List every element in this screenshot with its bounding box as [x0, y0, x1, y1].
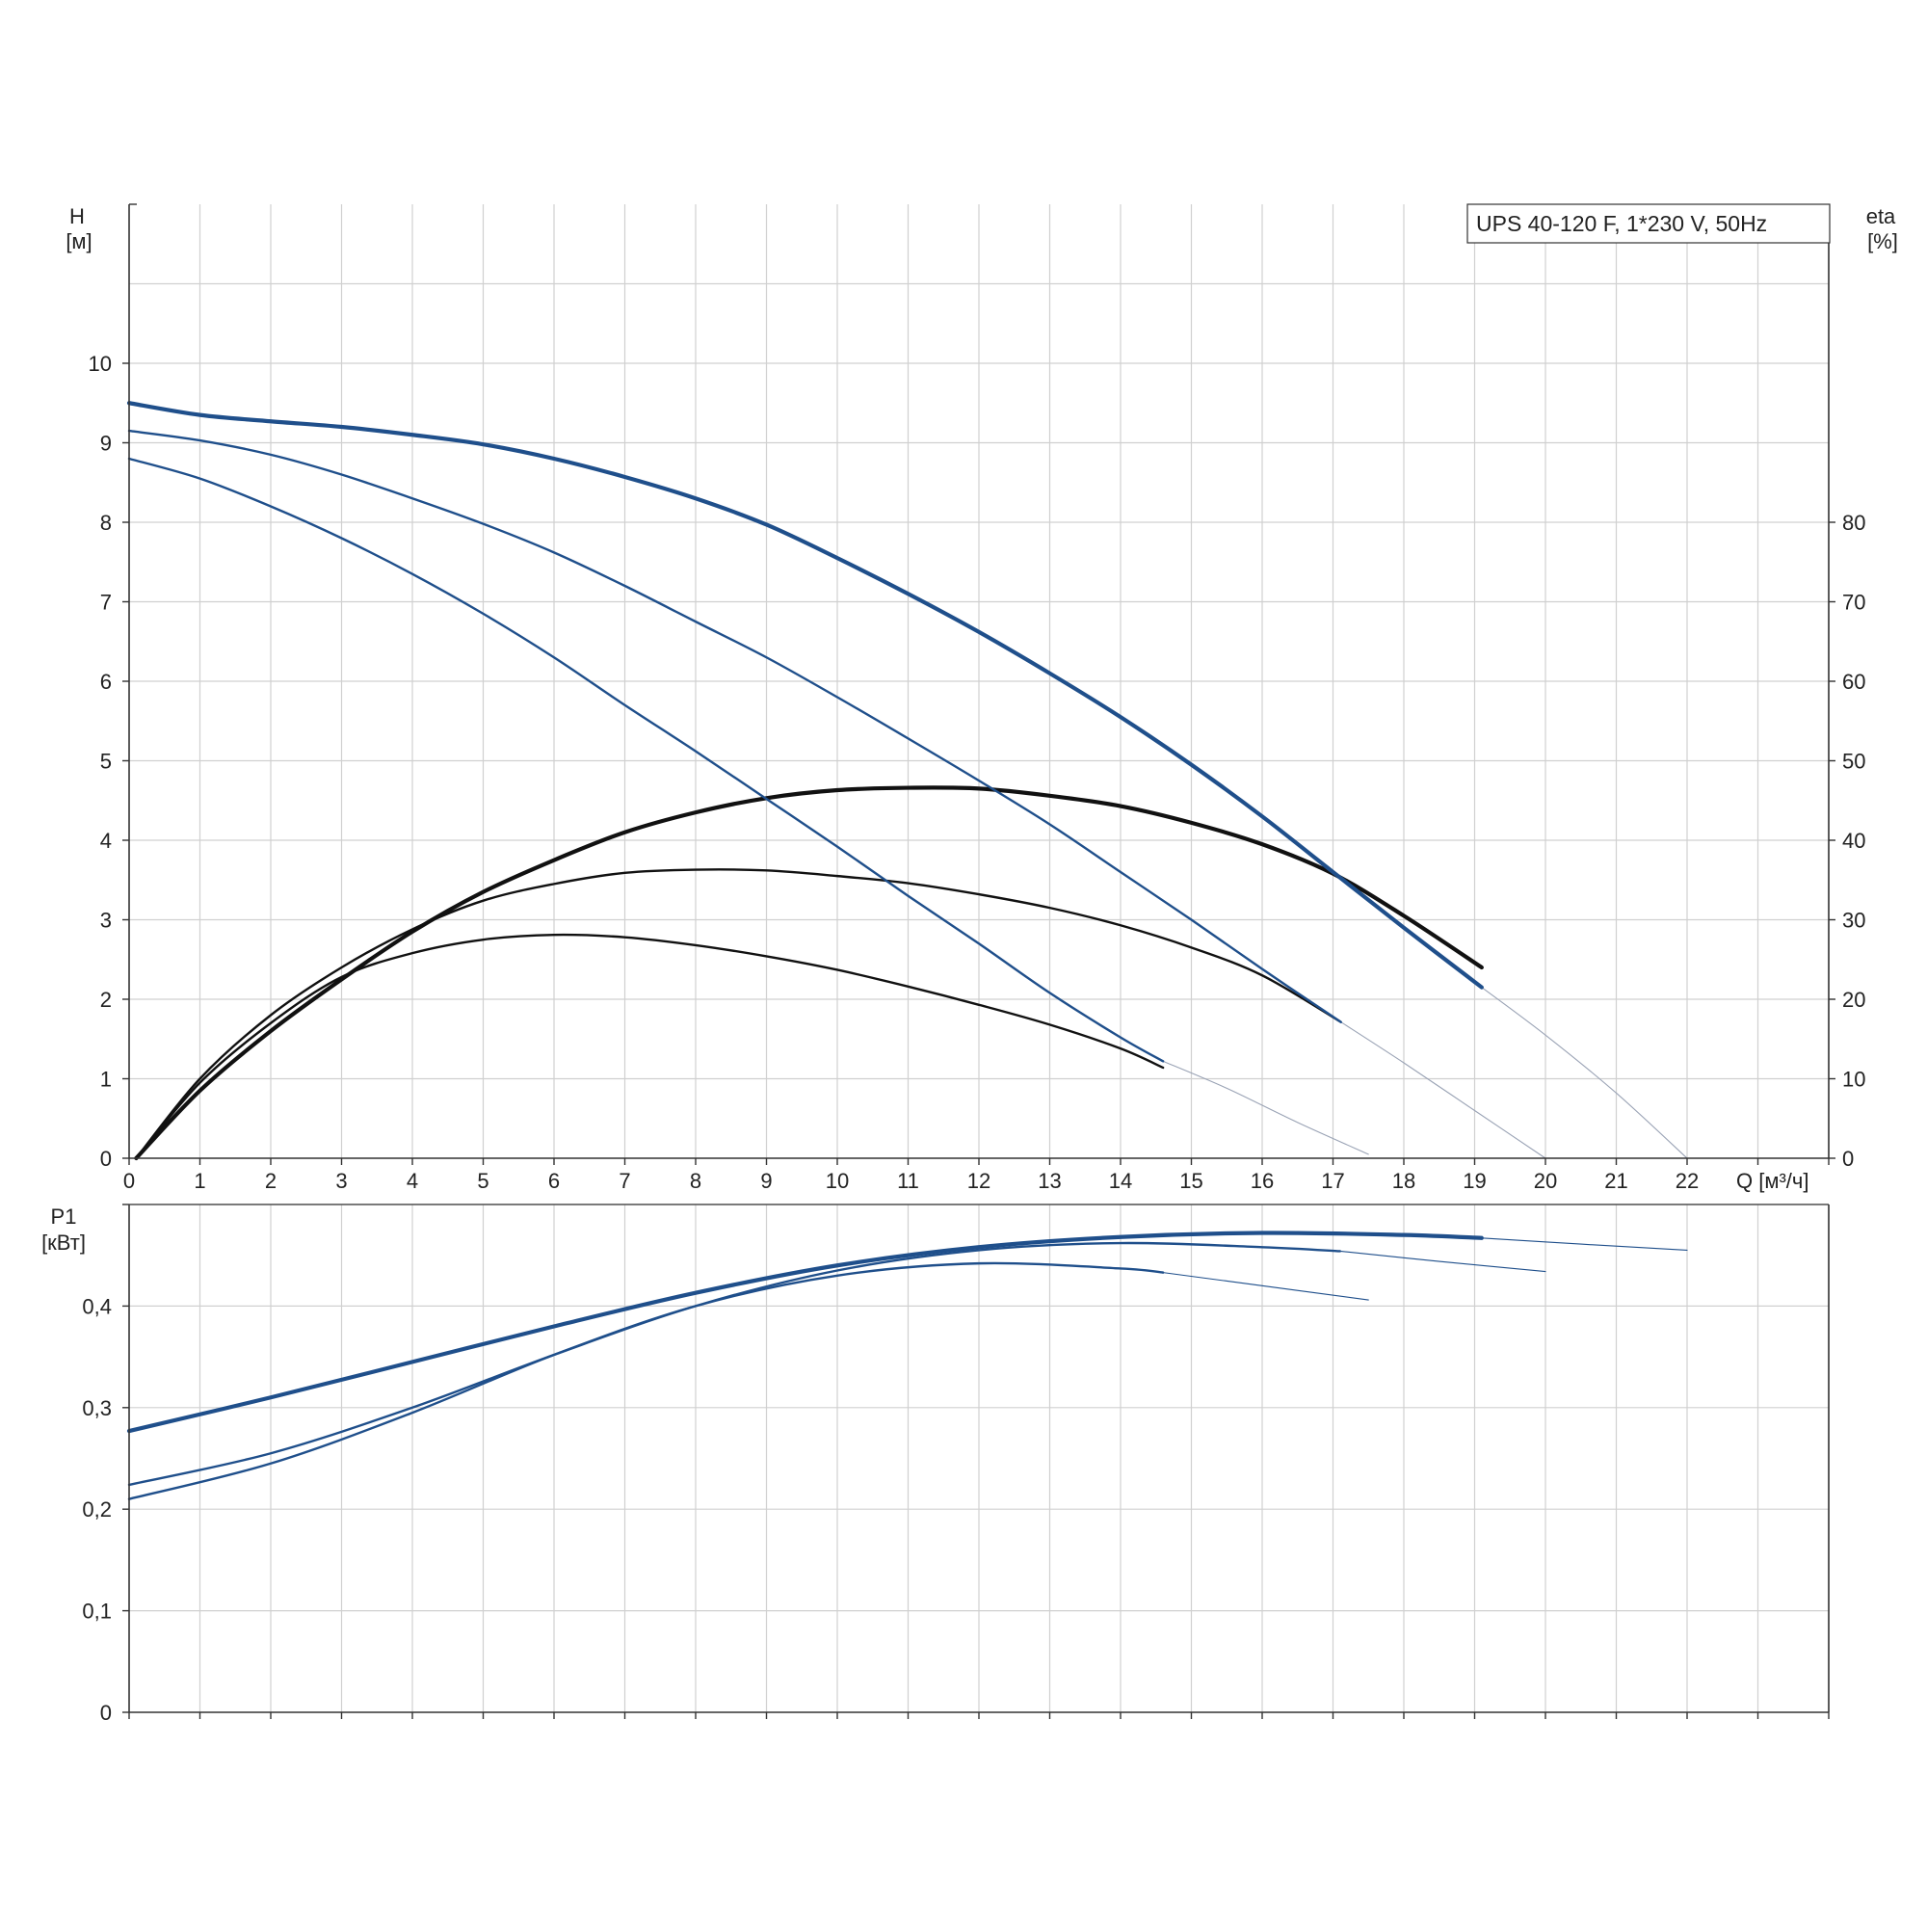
y-tick-label: 2 [100, 988, 112, 1012]
head-curve-extension [1481, 987, 1688, 1159]
head-curve [126, 401, 1484, 990]
y-tick-label: 3 [100, 909, 112, 933]
x-tick-label: 15 [1179, 1169, 1202, 1193]
head-efficiency-curves [126, 401, 1688, 1161]
x-tick-label: 0 [123, 1169, 135, 1193]
y-axis-unit-p1: [кВт] [41, 1231, 86, 1255]
head-curve-extension [1162, 1060, 1369, 1155]
y-tick-label: 5 [100, 750, 112, 774]
x-tick-label: 12 [967, 1169, 990, 1193]
power-curve-extension [1339, 1250, 1546, 1273]
x-tick-label: 2 [265, 1169, 277, 1193]
head-axes [122, 203, 1835, 1165]
y-tick-label: 4 [100, 829, 112, 853]
power-curve-extension [1481, 1237, 1688, 1251]
power-y-tick-label: 0,3 [82, 1396, 112, 1420]
y-axis-label-h: H [69, 204, 85, 228]
head-curve [127, 457, 1165, 1063]
y-tick-label: 9 [100, 432, 112, 456]
y2-tick-label: 0 [1842, 1147, 1854, 1171]
x-tick-label: 9 [760, 1169, 772, 1193]
head-tick-labels: 0 1 2 3 4 5 6 7 8 9 10 11 12 13 14 15 16 17 18 19 20 21 220123… [89, 352, 1866, 1193]
x-tick-label: 3 [335, 1169, 347, 1193]
x-tick-label: 20 [1534, 1169, 1557, 1193]
y-tick-label: 7 [100, 591, 112, 615]
x-tick-label: 8 [690, 1169, 701, 1193]
x-tick-label: 16 [1251, 1169, 1274, 1193]
power-curve-extension [1162, 1272, 1369, 1301]
efficiency-curve [135, 933, 1165, 1160]
y2-tick-label: 20 [1842, 988, 1865, 1012]
y2-tick-label: 60 [1842, 670, 1865, 694]
power-tick-labels: 0 0,1 0,2 0,3 0,4 [82, 1294, 112, 1725]
y2-tick-label: 50 [1842, 750, 1865, 774]
x-tick-label: 7 [619, 1169, 630, 1193]
power-y-tick-label: 0,4 [82, 1294, 112, 1318]
power-grid [129, 1204, 1830, 1712]
head-curve [127, 429, 1342, 1023]
x-axis-label-q: Q [м³/ч] [1736, 1169, 1808, 1193]
y-tick-label: 8 [100, 511, 112, 535]
power-curve [126, 1231, 1484, 1434]
power-y-tick-label: 0 [100, 1701, 112, 1725]
y2-tick-label: 40 [1842, 829, 1865, 853]
x-tick-label: 11 [897, 1169, 919, 1193]
y-tick-label: 10 [89, 352, 112, 376]
efficiency-curve [135, 868, 1342, 1160]
title-box [1466, 203, 1831, 244]
power-panel: 0 0,1 0,2 0,3 0,4 P1 [кВт] [41, 1204, 1830, 1725]
x-tick-label: 18 [1392, 1169, 1415, 1193]
x-tick-label: 4 [407, 1169, 418, 1193]
x-tick-label: 17 [1321, 1169, 1344, 1193]
y2-axis-unit-eta: [%] [1867, 229, 1898, 253]
x-tick-label: 14 [1109, 1169, 1132, 1193]
power-curves [126, 1231, 1688, 1500]
power-curve [127, 1241, 1342, 1487]
head-curve-extension [1339, 1020, 1546, 1159]
x-tick-label: 10 [826, 1169, 849, 1193]
y-axis-unit-h: [м] [66, 229, 92, 253]
x-tick-label: 5 [477, 1169, 488, 1193]
x-tick-label: 13 [1038, 1169, 1061, 1193]
head-efficiency-panel: 0 1 2 3 4 5 6 7 8 9 10 11 12 13 14 15 16 17 18 19 20 21 220123… [66, 203, 1898, 1193]
y-tick-label: 6 [100, 670, 112, 694]
y2-tick-label: 70 [1842, 591, 1865, 615]
power-y-tick-label: 0,1 [82, 1600, 112, 1624]
efficiency-curve [134, 785, 1484, 1161]
y-tick-label: 1 [100, 1068, 112, 1092]
head-grid [129, 204, 1830, 1158]
y2-tick-label: 30 [1842, 909, 1865, 933]
y2-tick-label: 80 [1842, 511, 1865, 535]
chart-title: UPS 40-120 F, 1*230 V, 50Hz [1476, 211, 1767, 236]
y-axis-label-p1: P1 [51, 1204, 77, 1229]
y-tick-label: 0 [100, 1147, 112, 1171]
x-tick-label: 19 [1463, 1169, 1486, 1193]
y2-axis-label-eta: eta [1866, 204, 1896, 228]
power-axes [122, 1204, 1830, 1719]
power-curve [127, 1261, 1165, 1500]
x-tick-label: 6 [548, 1169, 560, 1193]
x-tick-label: 22 [1676, 1169, 1699, 1193]
power-y-tick-label: 0,2 [82, 1497, 112, 1522]
y2-tick-label: 10 [1842, 1068, 1865, 1092]
x-tick-label: 1 [194, 1169, 205, 1193]
x-tick-label: 21 [1604, 1169, 1627, 1193]
